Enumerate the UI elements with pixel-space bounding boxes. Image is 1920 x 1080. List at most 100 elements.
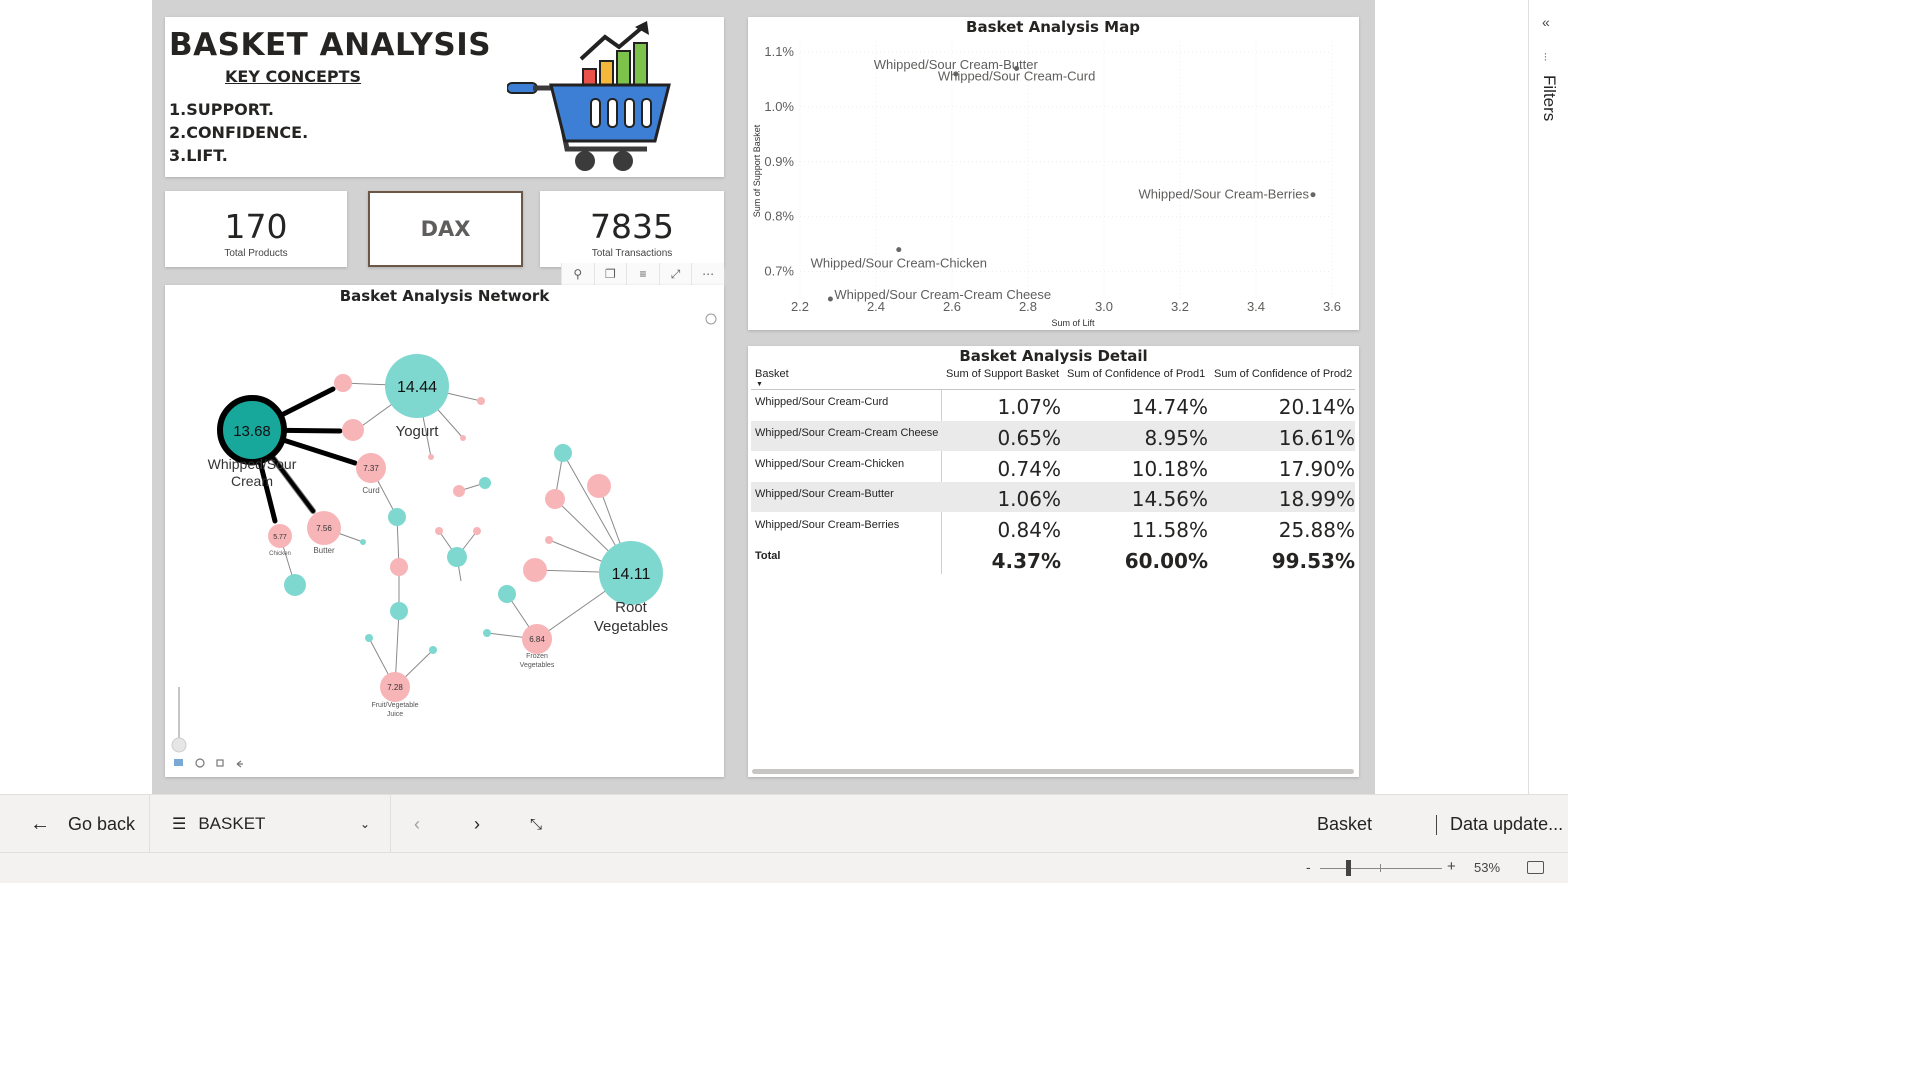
scatter-point-label: Whipped/Sour Cream-Butter	[874, 57, 1039, 72]
cell-total-confidence-prod2: 99.53%	[1271, 549, 1355, 573]
filters-pane[interactable]: « ⫶ Filters	[1528, 0, 1568, 794]
zoom-out-button[interactable]: -	[1306, 859, 1311, 875]
cell-basket: Whipped/Sour Cream-Curd	[755, 396, 889, 408]
undo-icon[interactable]	[236, 760, 243, 768]
table-total-row: Total 4.37% 60.00% 99.53%	[751, 544, 1355, 574]
node-label: Chicken	[269, 551, 291, 557]
node-value: 14.44	[397, 379, 437, 396]
node-label: Fruit/Vegetable	[371, 702, 418, 709]
status-bar: - + 53%	[0, 852, 1568, 883]
node-value: 5.77	[273, 534, 287, 541]
cell-support: 0.65%	[997, 426, 1061, 450]
page-selector[interactable]: ☰ BASKET ⌄	[172, 795, 382, 853]
node-label: Cream	[231, 473, 273, 489]
scatter-point[interactable]	[1310, 192, 1316, 198]
sort-desc-icon[interactable]: ▼	[756, 381, 763, 388]
collapse-icon[interactable]: «	[1542, 14, 1550, 30]
node-yogurt[interactable]	[385, 354, 449, 418]
go-back-label: Go back	[68, 813, 136, 834]
scatter-point[interactable]	[953, 71, 959, 77]
y-tick-label: 0.8%	[764, 209, 794, 224]
fit-to-page-icon[interactable]	[1527, 861, 1544, 874]
go-back-button[interactable]: ← Go back	[30, 795, 150, 853]
expand-icon[interactable]	[216, 759, 224, 767]
node-label: Vegetables	[520, 662, 555, 669]
table-row[interactable]: Whipped/Sour Cream-Berries 0.84% 11.58% …	[751, 513, 1355, 543]
next-page-button[interactable]: ›	[474, 795, 480, 853]
scatter-visual: Basket Analysis Map Sum of Lift Sum of S…	[748, 17, 1359, 330]
column-header-basket[interactable]: Basket	[755, 368, 789, 380]
zoom-slider-handle[interactable]	[1346, 860, 1351, 876]
node-fruit-vegetable-juice[interactable]	[380, 672, 410, 702]
filter-icon[interactable]: ≡	[626, 263, 659, 285]
node-butter[interactable]	[307, 511, 341, 545]
cell-total-confidence-prod1: 60.00%	[1124, 549, 1208, 573]
dax-button[interactable]: DAX	[368, 191, 523, 267]
table-row[interactable]: Whipped/Sour Cream-Curd 1.07% 14.74% 20.…	[751, 390, 1355, 420]
zoom-slider-track[interactable]	[1320, 868, 1442, 869]
cell-confidence-prod2: 16.61%	[1278, 426, 1355, 450]
cell-confidence-prod1: 14.74%	[1131, 395, 1208, 419]
concept-confidence: 2.CONFIDENCE.	[169, 123, 309, 142]
filters-label[interactable]: Filters	[1540, 75, 1559, 122]
column-header-support[interactable]: Sum of Support Basket	[946, 368, 1060, 380]
scatter-point[interactable]	[827, 296, 833, 302]
shopping-cart-icon	[507, 21, 671, 171]
column-header-confidence-prod1[interactable]: Sum of Confidence of Prod1	[1067, 368, 1206, 380]
x-tick-label: 3.4	[1247, 299, 1265, 314]
concept-lift: 3.LIFT.	[169, 146, 228, 165]
cell-confidence-prod1: 11.58%	[1131, 518, 1208, 542]
column-header-confidence-prod2[interactable]: Sum of Confidence of Prod2	[1214, 368, 1353, 380]
node-label: Vegetables	[594, 618, 668, 635]
node-value: 7.56	[316, 524, 332, 533]
help-icon[interactable]	[705, 313, 717, 325]
refresh-icon[interactable]	[195, 758, 205, 768]
copy-icon[interactable]: ❐	[593, 263, 627, 285]
cell-basket: Whipped/Sour Cream-Berries	[755, 519, 900, 531]
breadcrumb-basket[interactable]: Basket	[1317, 813, 1373, 834]
table-row[interactable]: Whipped/Sour Cream-Butter 1.06% 14.56% 1…	[751, 482, 1355, 512]
scatter-point[interactable]	[1014, 65, 1020, 71]
scatter-title: Basket Analysis Map	[966, 18, 1140, 36]
filter-icon: ⫶	[1544, 52, 1547, 64]
data-update-link[interactable]: Data update...	[1450, 813, 1564, 834]
cell-basket: Whipped/Sour Cream-Chicken	[755, 458, 905, 470]
kpi-value: 170	[224, 207, 288, 246]
horizontal-scrollbar[interactable]	[752, 769, 1354, 774]
network-graph[interactable]: 13.68 14.44 14.11 7.37 7.56 5.77 7.28 6.…	[165, 285, 724, 777]
exit-fullscreen-button[interactable]: ⤡	[530, 795, 542, 853]
scatter-chart[interactable]: Basket Analysis Map Sum of Lift Sum of S…	[748, 17, 1359, 330]
cell-basket: Whipped/Sour Cream-Cream Cheese	[755, 427, 939, 439]
node-label: Yogurt	[396, 423, 440, 440]
visual-header: ⚲ ❐ ≡ ⤢ ⋯	[561, 263, 724, 285]
image-icon[interactable]	[174, 759, 183, 766]
node-whipped-sour-cream[interactable]	[217, 395, 287, 465]
more-icon[interactable]: ⋯	[691, 263, 724, 285]
pin-icon[interactable]: ⚲	[561, 263, 594, 285]
report-canvas: BASKET ANALYSIS KEY CONCEPTS 1.SUPPORT. …	[152, 0, 1375, 794]
y-tick-label: 0.7%	[764, 264, 794, 279]
scatter-point[interactable]	[896, 247, 902, 253]
focus-icon[interactable]: ⤢	[658, 263, 692, 285]
cell-confidence-prod2: 20.14%	[1278, 395, 1355, 419]
zoom-slider-handle[interactable]	[171, 737, 187, 753]
x-axis-label: Sum of Lift	[1051, 318, 1095, 328]
x-tick-label: 2.4	[867, 299, 885, 314]
node-curd[interactable]	[356, 453, 386, 483]
previous-page-button[interactable]: ‹	[414, 795, 420, 853]
x-tick-label: 2.2	[791, 299, 809, 314]
node-frozen-vegetables[interactable]	[522, 624, 552, 654]
zoom-in-button[interactable]: +	[1447, 858, 1456, 875]
x-tick-label: 2.6	[943, 299, 961, 314]
network-visual: Basket Analysis Network	[165, 285, 724, 777]
chevron-down-icon: ⌄	[360, 817, 371, 831]
scatter-point-label: Whipped/Sour Cream-Curd	[938, 68, 1096, 83]
cell-confidence-prod2: 18.99%	[1278, 487, 1355, 511]
table-row[interactable]: Whipped/Sour Cream-Chicken 0.74% 10.18% …	[751, 452, 1355, 482]
node-root-vegetables[interactable]	[599, 541, 663, 605]
cell-confidence-prod1: 8.95%	[1144, 426, 1208, 450]
cell-support: 0.74%	[997, 457, 1061, 481]
table-row[interactable]: Whipped/Sour Cream-Cream Cheese 0.65% 8.…	[751, 421, 1355, 451]
node-label: Juice	[387, 711, 403, 718]
cell-total-label: Total	[755, 550, 781, 562]
